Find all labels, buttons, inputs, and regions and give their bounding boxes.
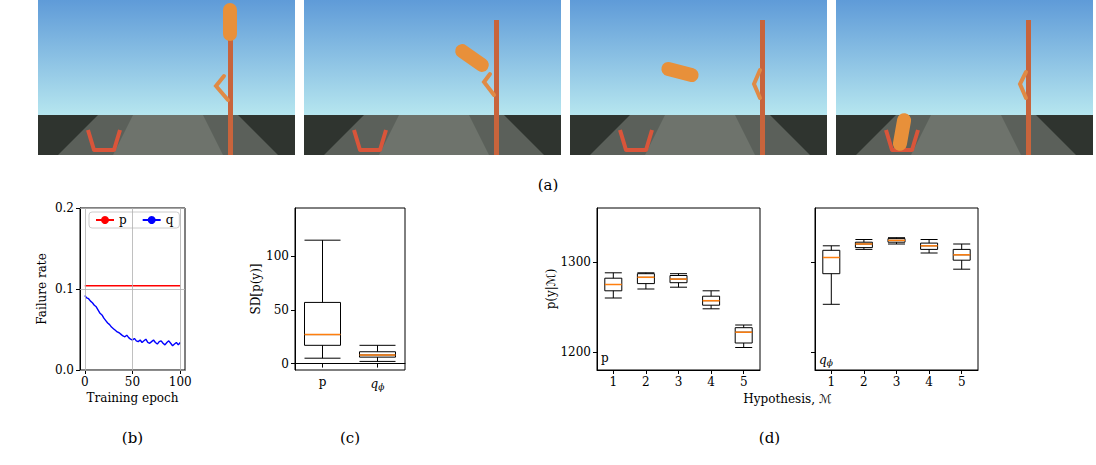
- svg-text:50: 50: [274, 303, 289, 317]
- svg-text:4: 4: [707, 375, 715, 389]
- svg-text:ϕ: ϕ: [378, 382, 384, 392]
- svg-text:p: p: [319, 375, 327, 389]
- svg-text:q: q: [166, 213, 174, 227]
- svg-text:(b): (b): [122, 429, 143, 447]
- svg-text:3: 3: [675, 375, 683, 389]
- svg-text:1200: 1200: [560, 345, 591, 359]
- svg-text:p: p: [601, 351, 609, 365]
- svg-text:4: 4: [925, 375, 933, 389]
- svg-text:1: 1: [609, 375, 617, 389]
- svg-text:0: 0: [281, 357, 289, 371]
- svg-text:50: 50: [125, 375, 140, 389]
- svg-text:p(y|ℳ): p(y|ℳ): [544, 269, 558, 310]
- svg-text:0: 0: [81, 375, 89, 389]
- svg-text:100: 100: [169, 375, 192, 389]
- svg-text:1: 1: [827, 375, 835, 389]
- svg-text:3: 3: [893, 375, 901, 389]
- svg-text:5: 5: [958, 375, 966, 389]
- svg-text:2: 2: [642, 375, 650, 389]
- svg-text:(a): (a): [538, 176, 559, 194]
- svg-text:SD[p(y)]: SD[p(y)]: [249, 263, 263, 314]
- svg-text:0.1: 0.1: [55, 282, 74, 296]
- svg-text:1300: 1300: [560, 255, 591, 269]
- svg-text:0.2: 0.2: [55, 201, 74, 215]
- svg-text:0.0: 0.0: [55, 363, 74, 377]
- svg-text:100: 100: [266, 249, 289, 263]
- svg-text:(d): (d): [759, 429, 780, 447]
- svg-text:Failure rate: Failure rate: [35, 253, 49, 325]
- svg-text:(c): (c): [340, 429, 360, 447]
- svg-text:ϕ: ϕ: [827, 358, 833, 368]
- svg-text:2: 2: [860, 375, 868, 389]
- svg-text:q: q: [370, 376, 379, 391]
- svg-text:Training epoch: Training epoch: [87, 391, 179, 405]
- svg-text:5: 5: [740, 375, 748, 389]
- svg-text:p: p: [119, 213, 127, 227]
- svg-text:q: q: [819, 352, 827, 367]
- svg-text:Hypothesis, ℳ: Hypothesis, ℳ: [743, 392, 832, 406]
